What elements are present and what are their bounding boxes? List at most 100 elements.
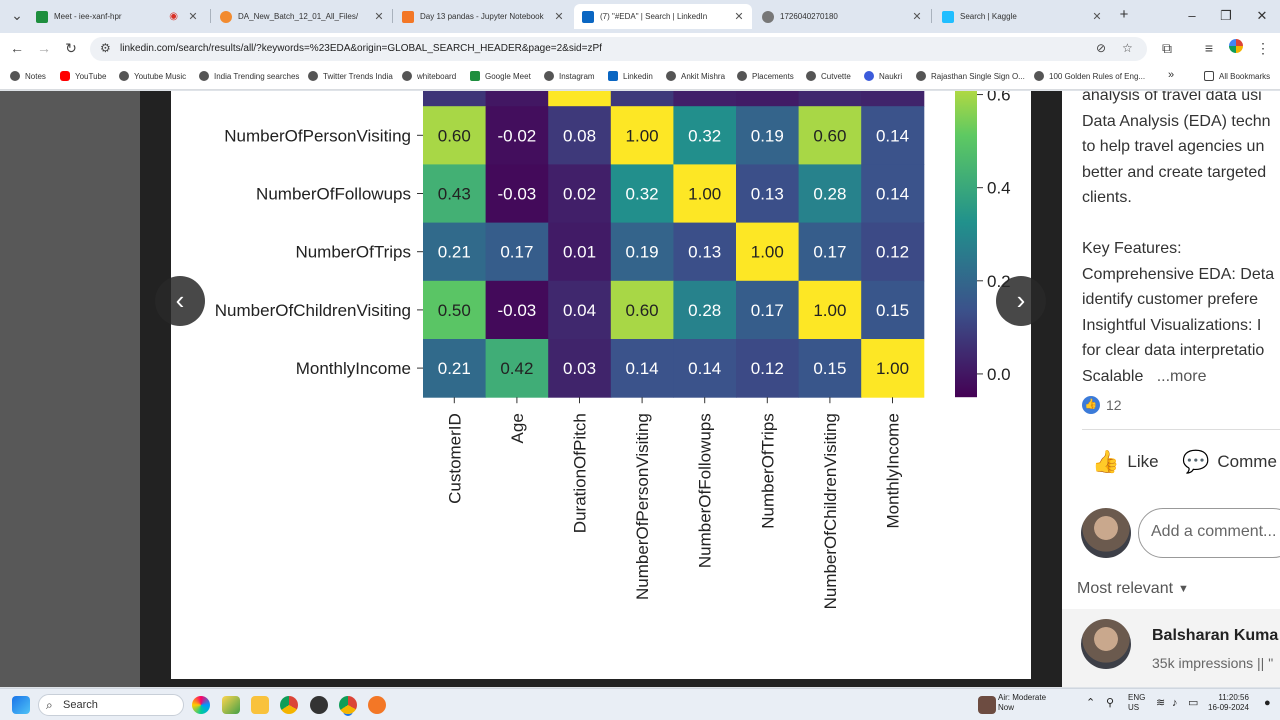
address-bar[interactable]: ⚙ linkedin.com/search/results/all/?keywo…: [90, 37, 1147, 61]
tab-separator: [210, 9, 211, 23]
reload-icon[interactable]: ↻: [65, 40, 77, 56]
bookmark-label: Placements: [752, 71, 794, 81]
tab-kaggle[interactable]: Search | Kaggle ✕: [934, 4, 1110, 29]
weather-icon[interactable]: [978, 696, 996, 714]
bookmark-label: Rajasthan Single Sign O...: [931, 71, 1025, 81]
heatmap-cell: [861, 91, 925, 107]
heatmap-cell-label: 0.28: [813, 185, 846, 204]
close-tab-icon[interactable]: ✕: [374, 11, 384, 23]
bookmark-linkedin[interactable]: Linkedin: [608, 71, 653, 81]
tab-da-files[interactable]: DA_New_Batch_12_01_All_Files/ ✕: [212, 4, 392, 29]
chrome-icon[interactable]: [280, 696, 298, 714]
current-user-avatar[interactable]: [1081, 508, 1131, 558]
heatmap-cell-label: 0.02: [563, 185, 596, 204]
bookmark-instagram[interactable]: Instagram: [544, 71, 595, 81]
minimize-icon[interactable]: –: [1188, 8, 1196, 23]
taskbar-search[interactable]: ⌕ Search: [38, 694, 184, 716]
carousel-prev-button[interactable]: ‹: [155, 276, 205, 326]
heatmap-cell: [673, 106, 737, 165]
forward-icon[interactable]: →: [37, 40, 51, 56]
heatmap-cell: [423, 91, 487, 107]
comment-button[interactable]: 💬 Comme: [1182, 449, 1277, 475]
copilot-icon[interactable]: [192, 696, 210, 714]
heatmap-cell-label: 1.00: [813, 301, 846, 320]
bookmark-google-meet[interactable]: Google Meet: [470, 71, 531, 81]
bookmark-notes[interactable]: Notes: [10, 71, 46, 81]
bookmark-youtube-music[interactable]: Youtube Music: [119, 71, 186, 81]
tab-linkedin[interactable]: (7) "#EDA" | Search | LinkedIn ✕: [574, 4, 752, 29]
commenter-name[interactable]: Balsharan Kuma: [1152, 627, 1279, 644]
like-reaction-icon: 👍: [1082, 396, 1100, 414]
bookmark-golden-rules[interactable]: 100 Golden Rules of Eng...: [1034, 71, 1145, 81]
bookmarks-overflow-icon[interactable]: »: [1168, 69, 1175, 81]
commenter-avatar[interactable]: [1081, 619, 1131, 669]
extensions-icon[interactable]: ⧉: [1162, 40, 1172, 56]
site-info-icon[interactable]: ⚙: [100, 41, 111, 55]
notification-icon[interactable]: ●: [1264, 697, 1271, 709]
page-content: 0.070.001.000.080.020.010.040.030.60-0.0…: [0, 91, 1280, 687]
profile-avatar-icon[interactable]: [1227, 39, 1245, 57]
linkedin-favicon-icon: [582, 10, 594, 23]
heatmap-cell-label: 0.21: [438, 359, 471, 378]
bookmark-twitter-trends[interactable]: Twitter Trends India: [308, 71, 393, 81]
folder-icon: [1204, 71, 1214, 81]
jupyter-icon[interactable]: [368, 696, 386, 714]
see-more-link[interactable]: ...more: [1156, 367, 1207, 385]
bookmark-placements[interactable]: Placements: [737, 71, 794, 81]
bookmark-india-trending[interactable]: India Trending searches: [199, 71, 299, 81]
bookmark-ankit-mishra[interactable]: Ankit Mishra: [666, 71, 725, 81]
tab-jupyter[interactable]: Day 13 pandas - Jupyter Notebook ✕: [394, 4, 572, 29]
chrome-active-icon[interactable]: [339, 696, 357, 714]
bookmark-star-icon[interactable]: ☆: [1122, 41, 1133, 55]
close-tab-icon[interactable]: ✕: [1092, 11, 1102, 23]
like-button[interactable]: 👍 Like: [1092, 449, 1159, 475]
add-comment-input[interactable]: Add a comment...: [1138, 508, 1280, 558]
tab-search-chevron-icon[interactable]: ⌄: [11, 7, 23, 23]
app-icon[interactable]: [310, 696, 328, 714]
tab-label: Search | Kaggle: [960, 12, 1017, 21]
media-controls-icon[interactable]: ≡: [1204, 40, 1214, 56]
bookmark-youtube[interactable]: YouTube: [60, 71, 106, 81]
heatmap-cell-label: 0.17: [813, 243, 846, 262]
description-line: Comprehensive EDA: Deta: [1082, 265, 1275, 283]
back-icon[interactable]: ←: [10, 40, 24, 56]
heatmap-cell-label: 0.12: [876, 243, 909, 262]
restore-icon[interactable]: ❐: [1220, 8, 1232, 23]
sort-comments-dropdown[interactable]: Most relevant ▼: [1077, 580, 1189, 598]
bookmark-naukri[interactable]: Naukri: [864, 71, 902, 81]
file-explorer-icon[interactable]: [251, 696, 269, 714]
bookmark-cutvette[interactable]: Cutvette: [806, 71, 851, 81]
battery-icon[interactable]: ▭: [1188, 697, 1199, 709]
close-window-icon[interactable]: ✕: [1256, 8, 1268, 23]
comment-placeholder: Add a comment...: [1151, 523, 1277, 540]
carousel-next-button[interactable]: ›: [996, 276, 1046, 326]
close-tab-icon[interactable]: ✕: [912, 11, 922, 23]
close-tab-icon[interactable]: ✕: [554, 11, 564, 23]
new-tab-icon[interactable]: +: [1119, 6, 1129, 23]
bookmark-whiteboard[interactable]: whiteboard: [402, 71, 456, 81]
heatmap-cell: [548, 339, 612, 398]
clock[interactable]: 11:20:56 16-09-2024: [1208, 693, 1249, 713]
heatmap-cell-label: 0.43: [438, 185, 471, 204]
weather-status[interactable]: Air: Moderate Now: [998, 693, 1046, 713]
eye-off-icon[interactable]: ⊘: [1096, 41, 1107, 55]
tray-overflow-icon[interactable]: ⌃: [1086, 697, 1096, 709]
heatmap-cell: [548, 106, 612, 165]
description-line: to help travel agencies un: [1082, 138, 1265, 155]
widgets-icon[interactable]: [222, 696, 240, 714]
language-indicator[interactable]: ENG US: [1128, 693, 1145, 713]
volume-icon[interactable]: ♪: [1172, 697, 1178, 709]
heatmap-cell: [798, 164, 862, 224]
close-tab-icon[interactable]: ✕: [188, 11, 198, 23]
all-bookmarks[interactable]: All Bookmarks: [1204, 71, 1270, 81]
close-tab-icon[interactable]: ✕: [734, 11, 744, 23]
tab-image[interactable]: 1726040270180 ✕: [754, 4, 930, 29]
windows-start-icon[interactable]: [12, 696, 30, 714]
heatmap-cell: [423, 164, 487, 224]
location-icon[interactable]: ⚲: [1106, 697, 1115, 709]
menu-kebab-icon[interactable]: ⋮: [1256, 40, 1270, 56]
tab-meet[interactable]: Meet - iee-xanf-hpr ◉ ✕: [28, 4, 206, 29]
reactions-summary[interactable]: 👍 12: [1082, 396, 1122, 414]
bookmark-rajasthan-sso[interactable]: Rajasthan Single Sign O...: [916, 71, 1025, 81]
wifi-icon[interactable]: ≋: [1156, 697, 1166, 709]
